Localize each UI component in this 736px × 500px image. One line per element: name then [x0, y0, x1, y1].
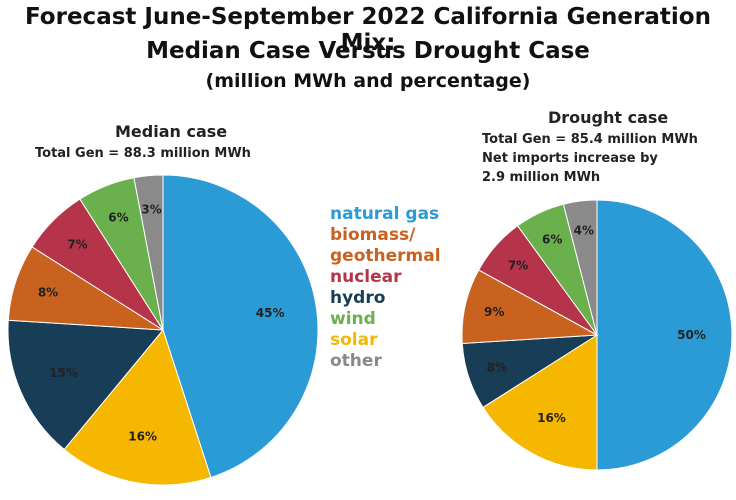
median-label-hydro: 15%: [49, 366, 78, 380]
legend-item-hydro: hydro: [330, 288, 386, 308]
drought-label-hydro: 8%: [487, 361, 507, 375]
median-label-wind: 6%: [108, 211, 128, 225]
median-slice-natural-gas: [162, 174, 319, 479]
median-label-natural-gas: 45%: [256, 306, 285, 320]
median-pie: 45% 16% 15% 8% 7% 6% 3%: [7, 174, 319, 486]
drought-slice-solar: [482, 334, 598, 471]
median-slice-other: [133, 174, 164, 331]
drought-label-natural-gas: 50%: [677, 328, 706, 342]
median-label-nuclear: 7%: [67, 238, 87, 252]
median-label-other: 3%: [141, 203, 161, 217]
drought-slice-natural-gas: [596, 199, 733, 471]
drought-pie: 50% 16% 8% 9% 7% 6% 4%: [461, 199, 733, 471]
legend-item-wind: wind: [330, 309, 376, 329]
legend-item-solar: solar: [330, 330, 378, 350]
drought-label-solar: 16%: [537, 411, 566, 425]
drought-pie-subtitle-line1: Total Gen = 85.4 million MWh: [482, 132, 698, 147]
drought-pie-title: Drought case: [548, 108, 669, 127]
legend-item-geothermal: geothermal: [330, 246, 441, 266]
drought-slice-other: [562, 199, 598, 336]
legend-item-biomass: biomass/: [330, 225, 416, 245]
legend-item-other: other: [330, 351, 382, 371]
legend: natural gas biomass/ geothermal nuclear …: [330, 204, 441, 372]
median-label-biomass-geothermal: 8%: [38, 286, 58, 300]
median-slice-solar: [63, 328, 212, 486]
drought-label-biomass-geothermal: 9%: [484, 305, 504, 319]
legend-item-natural-gas: natural gas: [330, 204, 440, 224]
chart-title-line3: (million MWh and percentage): [205, 70, 531, 92]
drought-label-nuclear: 7%: [508, 258, 528, 272]
legend-item-nuclear: nuclear: [330, 267, 402, 287]
median-label-solar: 16%: [128, 430, 157, 444]
drought-label-wind: 6%: [542, 233, 562, 247]
chart-title-line1: Forecast June-September 2022 California …: [25, 4, 711, 56]
median-pie-title: Median case: [115, 122, 228, 141]
drought-pie-subtitle-line2: Net imports increase by: [482, 151, 658, 166]
chart-title-line2: Median Case Versus Drought Case: [146, 38, 590, 64]
median-pie-subtitle: Total Gen = 88.3 million MWh: [35, 146, 251, 161]
drought-pie-subtitle-line3: 2.9 million MWh: [482, 170, 601, 185]
median-slice-hydro: [7, 319, 165, 451]
drought-label-other: 4%: [574, 224, 594, 238]
